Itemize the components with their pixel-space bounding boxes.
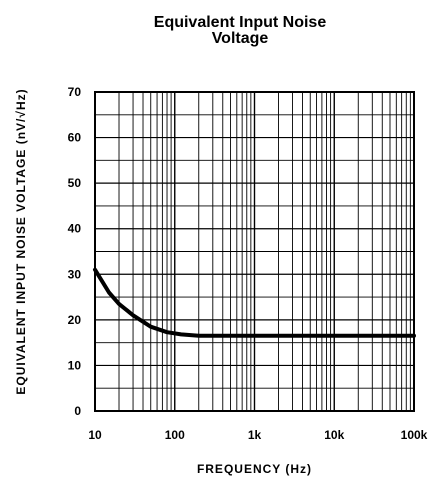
noise-curve xyxy=(93,267,416,338)
series-layer xyxy=(93,267,416,338)
x-tick-label: 10k xyxy=(324,428,344,442)
y-tick-label: 10 xyxy=(68,358,82,372)
y-tick-label: 0 xyxy=(74,404,81,418)
y-tick-label: 70 xyxy=(68,85,82,99)
x-tick-label: 1k xyxy=(248,428,262,442)
y-tick-labels: 0 10 20 30 40 50 60 70 xyxy=(68,85,82,418)
y-tick-label: 60 xyxy=(68,131,82,145)
x-tick-labels: 10 100 1k 10k 100k xyxy=(88,428,427,442)
x-tick-label: 100k xyxy=(401,428,428,442)
grid xyxy=(95,92,414,411)
y-tick-label: 40 xyxy=(68,222,82,236)
y-axis-label: EQUIVALENT INPUT NOISE VOLTAGE (nV/√Hz) xyxy=(14,88,28,394)
y-tick-label: 20 xyxy=(68,313,82,327)
y-tick-label: 50 xyxy=(68,176,82,190)
chart-title-line-2: Voltage xyxy=(211,30,269,47)
y-tick-label: 30 xyxy=(68,267,82,281)
x-tick-label: 100 xyxy=(165,428,185,442)
plot-frame xyxy=(94,91,415,412)
x-axis-label: FREQUENCY (Hz) xyxy=(197,462,312,476)
x-tick-label: 10 xyxy=(88,428,102,442)
chart-title-line-1: Equivalent Input Noise xyxy=(153,14,327,31)
